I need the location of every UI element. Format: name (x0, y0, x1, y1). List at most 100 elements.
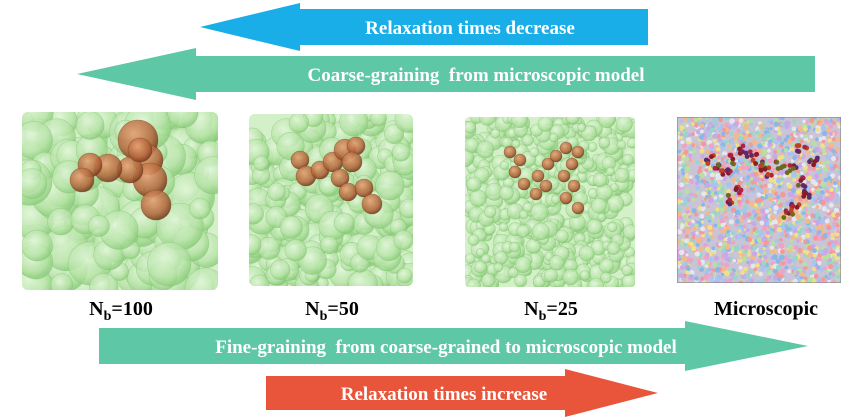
polymer-atom (725, 193, 731, 198)
solvent-bead (626, 137, 635, 149)
atom (795, 214, 801, 220)
solvent-bead (249, 203, 264, 225)
solvent-bead (615, 117, 633, 133)
polymer-atom (812, 159, 818, 165)
atom (774, 239, 779, 244)
atom (679, 265, 685, 270)
atom (765, 221, 770, 226)
atom (681, 171, 686, 176)
atom (792, 255, 798, 261)
atom (726, 279, 731, 283)
atom (783, 148, 789, 153)
atom (814, 147, 820, 152)
atom (820, 143, 825, 148)
atom (716, 155, 721, 159)
atom (690, 276, 695, 280)
atom (724, 270, 730, 276)
atom (739, 258, 743, 263)
atom (694, 181, 700, 186)
atom (755, 134, 760, 139)
atom (792, 172, 798, 178)
atom (680, 157, 685, 161)
atom (778, 243, 785, 249)
atom (758, 271, 763, 277)
panel-nb50-image (249, 114, 413, 286)
atom (774, 280, 778, 283)
atom (802, 206, 807, 211)
atom (792, 155, 797, 161)
atom (702, 280, 707, 283)
atom (815, 137, 819, 142)
polymer-atom (815, 155, 820, 161)
atom (717, 234, 724, 240)
solvent-bead (562, 269, 579, 286)
atom (723, 155, 727, 159)
atom (829, 250, 833, 255)
atom (747, 253, 751, 257)
atom (818, 122, 823, 126)
atom (798, 237, 803, 242)
solvent-bead (577, 123, 586, 132)
atom (838, 119, 841, 124)
atom (680, 277, 685, 281)
atom (832, 221, 837, 226)
polymer-atom (725, 167, 731, 173)
atom (824, 186, 828, 190)
atom (698, 246, 704, 252)
atom (807, 125, 811, 129)
atom (738, 280, 744, 283)
atom (755, 130, 760, 135)
atom (681, 154, 686, 159)
atom (774, 174, 778, 179)
atom (832, 268, 837, 272)
polymer-atom (730, 160, 735, 166)
polymer-bead (539, 179, 553, 193)
panel-nb25-image (465, 117, 635, 287)
atom (738, 118, 744, 123)
polymer-atom (766, 165, 772, 171)
atom (809, 134, 814, 139)
atom (715, 207, 720, 212)
atom (702, 163, 707, 168)
polymer-atom (783, 208, 789, 214)
atom (685, 210, 690, 214)
atom (691, 143, 696, 148)
atom (764, 209, 770, 214)
solvent-bead (530, 203, 549, 222)
atom (695, 231, 699, 235)
atom (779, 274, 784, 279)
atom (826, 160, 830, 165)
atom (767, 148, 771, 153)
solvent-bead (22, 168, 48, 200)
atom (678, 273, 683, 278)
atom (804, 218, 811, 224)
atom (746, 175, 751, 180)
solvent-bead (537, 117, 554, 132)
polymer-atom (730, 156, 736, 162)
atom (700, 141, 707, 147)
relaxation-decrease-arrow: Relaxation times decrease (200, 3, 648, 51)
panel-label-nb25: Nb=25 (524, 298, 578, 324)
atom (701, 191, 707, 197)
atom (801, 234, 806, 239)
atom (679, 125, 685, 131)
atom (758, 255, 763, 259)
atom (686, 140, 690, 145)
solvent-bead (621, 273, 635, 287)
atom (703, 242, 709, 248)
atom (744, 199, 750, 205)
atom (679, 202, 684, 206)
atom (745, 130, 750, 134)
atom (733, 122, 738, 127)
polymer-bead (571, 201, 585, 215)
atom (684, 166, 691, 172)
atom (710, 176, 714, 181)
atom (813, 181, 819, 187)
atom (780, 191, 786, 198)
atom (743, 124, 749, 131)
atom (733, 214, 739, 219)
polymer-atom (727, 197, 733, 203)
atom (709, 257, 714, 262)
atom (834, 248, 840, 253)
atom (718, 214, 724, 220)
